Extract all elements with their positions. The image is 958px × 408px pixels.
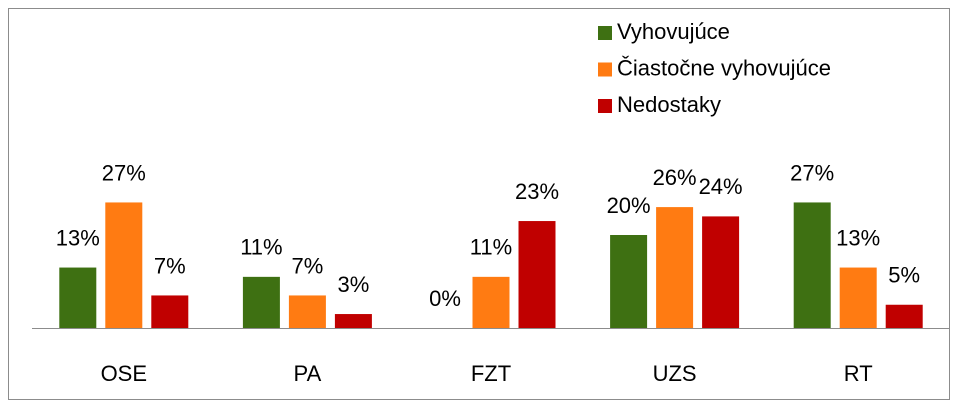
bar bbox=[656, 207, 694, 328]
data-label: 27% bbox=[102, 160, 146, 185]
bar bbox=[59, 267, 97, 328]
data-label: 11% bbox=[240, 235, 282, 260]
legend-label: Vyhovujúce bbox=[617, 19, 730, 44]
x-tick-label: FZT bbox=[471, 361, 511, 386]
bar bbox=[839, 267, 877, 328]
legend-swatch bbox=[598, 62, 612, 77]
x-tick-label: OSE bbox=[101, 361, 147, 386]
legend-label: Čiastočne vyhovujúce bbox=[617, 55, 831, 80]
legend-label: Nedostaky bbox=[617, 92, 721, 117]
bar bbox=[242, 276, 280, 328]
bar bbox=[702, 216, 740, 328]
data-label: 24% bbox=[699, 174, 743, 199]
data-label: 7% bbox=[154, 253, 186, 278]
data-label: 26% bbox=[653, 165, 697, 190]
bar bbox=[793, 202, 831, 328]
x-tick-label: UZS bbox=[653, 361, 697, 386]
data-label: 11% bbox=[470, 235, 512, 260]
bar bbox=[610, 235, 648, 328]
bar bbox=[151, 295, 189, 328]
x-tick-label: PA bbox=[294, 361, 322, 386]
data-label: 13% bbox=[836, 225, 880, 250]
chart-border bbox=[8, 8, 950, 400]
data-label: 27% bbox=[790, 160, 834, 185]
bar bbox=[288, 295, 326, 328]
data-label: 3% bbox=[338, 272, 370, 297]
x-tick-label: RT bbox=[844, 361, 873, 386]
data-label: 7% bbox=[292, 253, 324, 278]
legend-swatch bbox=[598, 99, 612, 113]
data-label: 0% bbox=[429, 286, 461, 311]
bar bbox=[105, 202, 143, 328]
bar bbox=[472, 276, 510, 328]
data-label: 20% bbox=[607, 193, 651, 218]
data-label: 5% bbox=[888, 263, 920, 288]
bar bbox=[334, 314, 372, 328]
bar bbox=[518, 221, 556, 328]
legend-swatch bbox=[598, 26, 612, 40]
data-label: 13% bbox=[56, 225, 100, 250]
bar bbox=[885, 304, 923, 328]
data-label: 23% bbox=[515, 179, 559, 204]
